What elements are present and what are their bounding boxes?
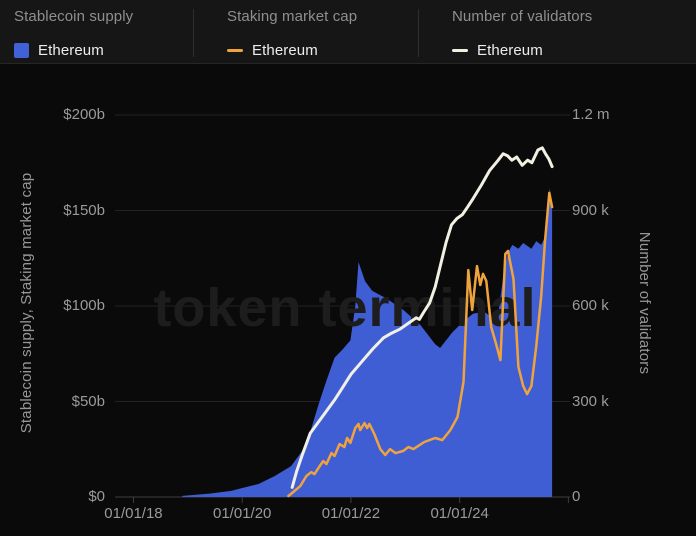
right-axis-tick-label: 0: [572, 488, 581, 505]
stablecoin-supply-area: [182, 187, 553, 497]
blue-square-swatch-icon: [14, 42, 29, 58]
staking-market-cap-line: [287, 191, 554, 498]
white-dash-swatch-icon: [452, 48, 468, 52]
legend-item-label: Ethereum: [38, 41, 104, 59]
left-axis-tick-label: $200b: [63, 106, 105, 123]
orange-dash-swatch-icon: [227, 48, 243, 52]
token-terminal-watermark: token terminal: [153, 278, 536, 338]
x-axis-tick-label: 01/01/18: [104, 505, 163, 522]
validators-line: [290, 146, 554, 489]
legend-band: Stablecoin supply Ethereum Staking marke…: [0, 0, 696, 64]
left-axis-tick-label: $0: [88, 488, 105, 505]
right-axis-tick-label: 900 k: [572, 201, 609, 219]
left-axis-tick-label: $50b: [71, 392, 105, 410]
legend-item-validators-ethereum[interactable]: Ethereum: [452, 41, 543, 59]
legend-divider: [418, 9, 419, 57]
legend-title-stablecoin-supply: Stablecoin supply: [14, 8, 134, 25]
x-axis-tick-label: 01/01/22: [321, 505, 381, 522]
x-axis-tick-label: 01/01/20: [213, 505, 272, 522]
legend-item-stablecoin-ethereum[interactable]: Ethereum: [14, 41, 104, 59]
legend-item-staking-ethereum[interactable]: Ethereum: [227, 41, 318, 59]
legend-item-label: Ethereum: [252, 41, 318, 59]
legend-divider: [193, 9, 194, 57]
legend-title-staking-market-cap: Staking market cap: [227, 8, 358, 25]
legend-title-number-of-validators: Number of validators: [452, 8, 593, 25]
left-axis-tick-label: $150b: [63, 201, 105, 219]
legend-item-label: Ethereum: [477, 41, 543, 59]
x-axis-tick-label: 01/01/24: [430, 505, 489, 522]
right-axis-tick-label: 300 k: [572, 392, 609, 410]
right-axis-tick-label: 1.2 m: [572, 106, 610, 123]
left-axis-tick-label: $100b: [63, 297, 105, 314]
right-axis-tick-label: 600 k: [572, 297, 609, 314]
